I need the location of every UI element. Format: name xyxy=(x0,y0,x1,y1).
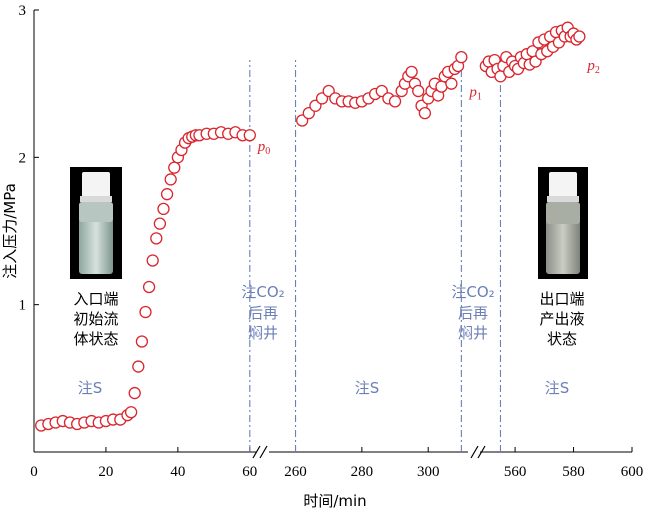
data-point xyxy=(243,129,256,142)
outlet-line-1: 出口端 xyxy=(539,290,584,308)
co2-soak-1-line-3: 焖井 xyxy=(248,324,278,342)
inject-s-label-1: 注S xyxy=(78,379,103,397)
x-tick-label: 580 xyxy=(562,464,585,480)
data-point xyxy=(168,161,181,174)
x-tick-label: 20 xyxy=(98,464,113,480)
axis-break-mark xyxy=(252,445,261,459)
data-point xyxy=(124,406,138,419)
inlet-vial-photo xyxy=(70,167,122,279)
data-point xyxy=(435,80,448,93)
inlet-state-annotation: 入口端 初始流 体状态 xyxy=(73,290,118,348)
data-point xyxy=(405,65,418,79)
p-marker-label: p1 xyxy=(468,85,482,103)
inlet-line-2: 初始流 xyxy=(73,310,118,328)
x-tick-label: 280 xyxy=(351,464,374,480)
data-point xyxy=(139,305,152,319)
co2-soak-2-line-1: 注CO₂ xyxy=(451,283,494,301)
co2-soak-1-line-2: 后再 xyxy=(248,304,278,322)
co2-soak-2-line-2: 后再 xyxy=(458,304,488,322)
x-ticks: 0 20 40 60 260 280 300 560 580 600 xyxy=(30,447,643,480)
data-point xyxy=(142,280,156,294)
data-point xyxy=(135,335,149,348)
data-point xyxy=(164,173,177,186)
x-axis-label: 时间/min xyxy=(303,492,366,510)
co2-soak-2-line-3: 焖井 xyxy=(458,324,488,342)
co2-soak-annotation-1: 注CO₂ 后再 焖井 xyxy=(241,283,284,342)
y-axis-label: 注入压力/MPa xyxy=(1,183,19,279)
x-tick-label: 40 xyxy=(170,464,185,480)
outlet-vial-photo xyxy=(538,167,588,279)
y-tick-label: 3 xyxy=(19,3,27,19)
x-tick-label: 300 xyxy=(417,464,440,480)
x-tick-label: 560 xyxy=(504,464,527,480)
co2-soak-1-line-1: 注CO₂ xyxy=(241,283,284,301)
x-tick-label: 0 xyxy=(30,464,38,480)
data-point xyxy=(150,232,163,245)
data-point xyxy=(445,77,458,90)
outlet-line-2: 产出液 xyxy=(539,310,584,328)
outlet-line-3: 状态 xyxy=(547,330,577,348)
inlet-line-1: 入口端 xyxy=(73,290,118,308)
data-point xyxy=(455,50,468,64)
data-point xyxy=(157,202,170,216)
x-tick-label: 260 xyxy=(284,464,307,480)
y-tick-label: 2 xyxy=(19,150,27,166)
axis-break-mark xyxy=(477,445,486,459)
p-marker-label: p0 xyxy=(257,139,271,157)
outlet-state-annotation: 出口端 产出液 状态 xyxy=(539,290,584,348)
axis-break-mark xyxy=(470,445,479,459)
co2-soak-annotation-2: 注CO₂ 后再 焖井 xyxy=(451,283,494,342)
data-point xyxy=(412,84,425,98)
data-point xyxy=(153,217,167,230)
data-point xyxy=(128,386,141,400)
data-point xyxy=(132,360,145,373)
y-tick-label: 1 xyxy=(19,298,27,314)
data-point xyxy=(573,30,586,43)
data-point xyxy=(388,95,402,108)
reference-lines xyxy=(249,60,502,452)
p-marker-label: p2 xyxy=(586,58,600,76)
inject-s-label-2: 注S xyxy=(355,379,380,397)
data-point xyxy=(160,188,174,201)
y-ticks: 1 2 3 xyxy=(19,3,39,314)
axis-break-mark xyxy=(259,445,268,459)
inlet-line-3: 体状态 xyxy=(73,330,118,348)
inject-s-label-3: 注S xyxy=(545,379,570,397)
x-tick-label: 600 xyxy=(621,464,644,480)
data-point xyxy=(418,106,432,120)
x-tick-label: 60 xyxy=(242,464,257,480)
data-series xyxy=(35,21,586,432)
data-point xyxy=(146,254,159,267)
